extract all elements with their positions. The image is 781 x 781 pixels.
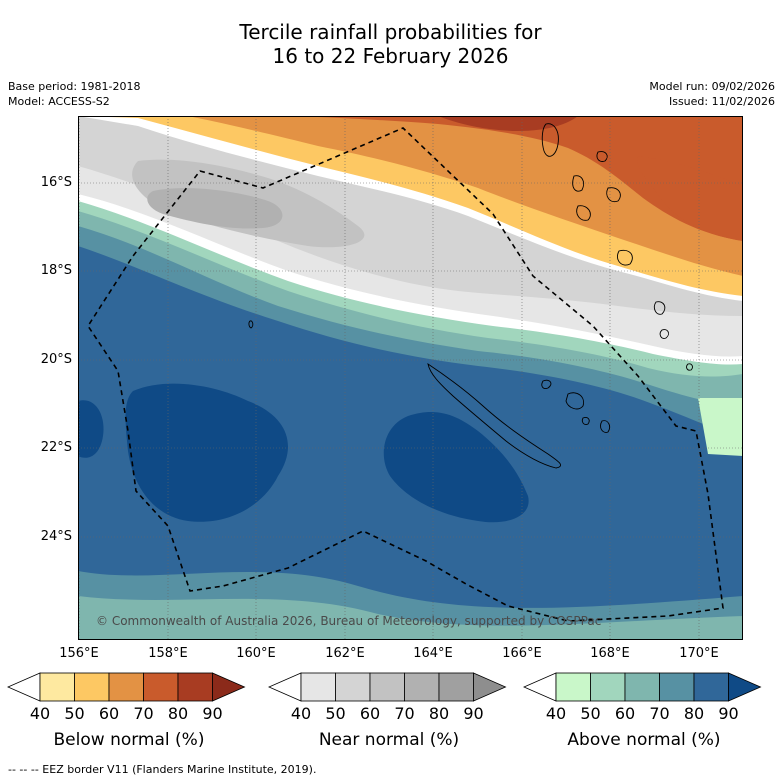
legend-swatch (143, 672, 179, 702)
eez-border (87, 127, 724, 622)
zone-above-90-west (125, 383, 288, 522)
legend-tick-label: 80 (683, 704, 705, 723)
zone-above-60-south (78, 596, 743, 640)
lon-label-168: 168°E (590, 646, 630, 661)
map-credit: © Commonwealth of Australia 2026, Bureau… (96, 614, 602, 628)
legend-above-title: Above normal (%) (567, 730, 721, 750)
lon-label-156: 156°E (59, 646, 99, 661)
lon-label-170: 170°E (679, 646, 719, 661)
lon-label-162: 162°E (325, 646, 365, 661)
lon-label-164: 164°E (413, 646, 453, 661)
legend-swatch (177, 672, 213, 702)
legend-swatch (300, 672, 336, 702)
small-island-2 (248, 320, 254, 329)
legend-arrow-high (212, 672, 246, 702)
legend-swatch (590, 672, 626, 702)
legend-arrow-low (7, 672, 41, 702)
lat-label-20: 20°S (40, 352, 72, 367)
legend-tick-label: 90 (718, 704, 739, 723)
legend-tick-label: 90 (463, 704, 484, 723)
legend-swatch (693, 672, 729, 702)
rainfall-map (78, 116, 743, 640)
legend-swatch (108, 672, 144, 702)
loyalty-island-4 (600, 420, 611, 433)
zone-near-80 (147, 188, 283, 229)
legend-tick-label: 80 (428, 704, 450, 723)
legend-arrow-high (473, 672, 507, 702)
loyalty-island-2 (565, 392, 584, 410)
zone-below-80 (438, 116, 578, 131)
lon-label-166: 166°E (502, 646, 542, 661)
legend-tick-label: 60 (359, 704, 381, 723)
legend-tick-label: 50 (325, 704, 346, 723)
coastlines (248, 123, 693, 469)
vanuatu-efate (606, 187, 621, 203)
meta-right: Model run: 09/02/2026 Issued: 11/02/2026 (649, 79, 775, 109)
legend-near-normal (268, 672, 507, 702)
zone-below-70 (298, 116, 743, 241)
legend-above-normal (523, 672, 762, 702)
legend-swatch (369, 672, 405, 702)
zone-above-40-east (698, 398, 743, 456)
lat-label-24: 24°S (40, 529, 72, 544)
base-period: Base period: 1981-2018 (8, 80, 141, 93)
legend-tick-label: 70 (649, 704, 670, 723)
legend-tick-label: 60 (98, 704, 120, 723)
legend-tick-label: 40 (545, 704, 567, 723)
legend-below-normal (7, 672, 246, 702)
vanuatu-espiritu-santo (541, 123, 559, 157)
map-frame (78, 116, 743, 640)
legend-tick-label: 40 (29, 704, 51, 723)
loyalty-island-1 (541, 379, 552, 389)
new-caledonia-coast (427, 363, 561, 469)
lon-label-160: 160°E (236, 646, 276, 661)
legend-arrow-high (728, 672, 762, 702)
loyalty-island-3 (581, 417, 590, 425)
vanuatu-tanna (653, 301, 666, 315)
legend-tick-label: 60 (614, 704, 636, 723)
lat-label-18: 18°S (40, 263, 72, 278)
legend-swatch (659, 672, 695, 702)
legend-arrow-low (523, 672, 557, 702)
legend-swatch (39, 672, 75, 702)
eez-footer-note: -- -- -- EEZ border V11 (Flanders Marine… (8, 763, 317, 776)
legend-swatch (555, 672, 591, 702)
legend-swatch (624, 672, 660, 702)
lon-label-158: 158°E (148, 646, 188, 661)
legend-tick-label: 70 (394, 704, 415, 723)
vanuatu-pentecost (596, 151, 608, 162)
legend-tick-label: 70 (133, 704, 154, 723)
vanuatu-ambrym (576, 205, 591, 221)
legend-arrow-low (268, 672, 302, 702)
lat-label-22: 22°S (40, 440, 72, 455)
legend-near-title: Near normal (%) (318, 730, 460, 750)
issued-date: Issued: 11/02/2026 (668, 95, 775, 108)
zone-above-90-edge (78, 400, 104, 458)
legend-tick-label: 40 (290, 704, 312, 723)
legend-tick-label: 50 (580, 704, 601, 723)
legend-swatch (404, 672, 440, 702)
model-name: Model: ACCESS-S2 (8, 95, 110, 108)
legend-tick-label: 90 (202, 704, 223, 723)
small-island-1 (686, 363, 693, 371)
zone-below-70-east (637, 156, 743, 241)
legend-swatch (335, 672, 371, 702)
title-line-1: Tercile rainfall probabilities for (239, 20, 542, 44)
vanuatu-erromango (617, 249, 633, 266)
legend-swatch (74, 672, 110, 702)
legend-tick-label: 80 (167, 704, 189, 723)
legend-below-title: Below normal (%) (53, 730, 205, 750)
title-line-2: 16 to 22 February 2026 (272, 44, 509, 68)
vanuatu-malekula (572, 175, 585, 192)
model-run: Model run: 09/02/2026 (649, 80, 775, 93)
vanuatu-aneityum (659, 329, 669, 339)
meta-left: Base period: 1981-2018 Model: ACCESS-S2 (8, 79, 140, 109)
legend-swatch (438, 672, 474, 702)
lat-label-16: 16°S (40, 175, 72, 190)
zone-above-90-centre (383, 411, 529, 523)
legend-tick-label: 50 (64, 704, 85, 723)
